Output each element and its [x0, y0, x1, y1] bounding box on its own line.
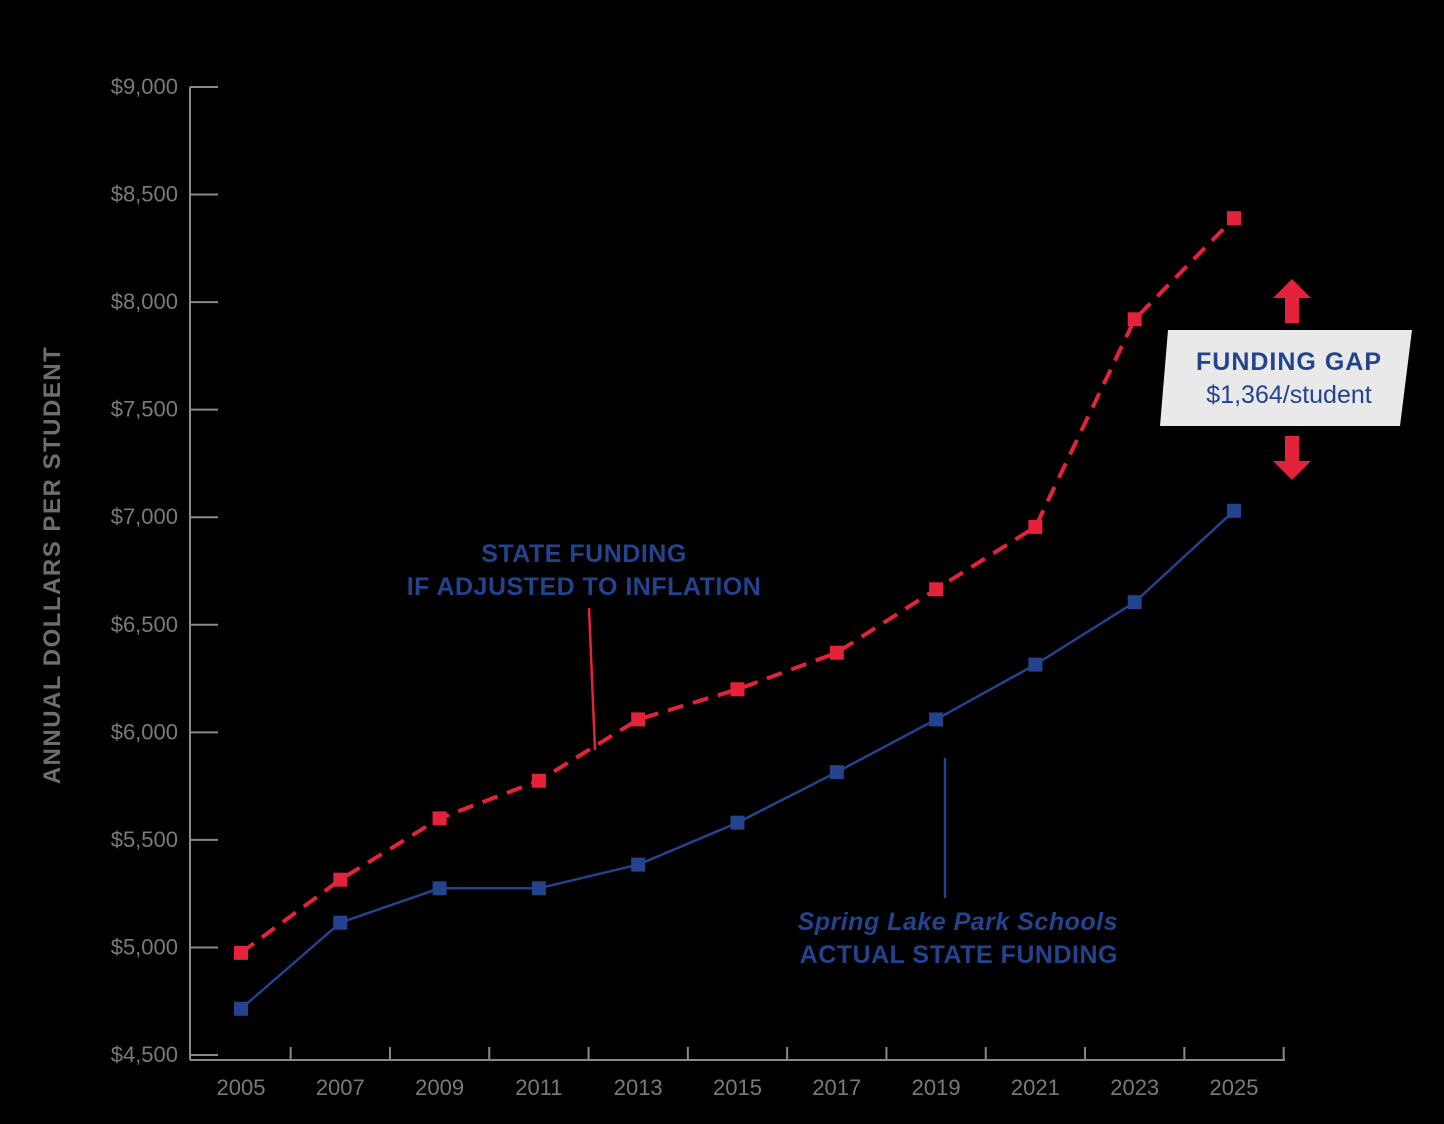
y-tick-label: $9,000 — [111, 74, 178, 99]
y-tick-label: $8,500 — [111, 182, 178, 207]
data-point-marker — [432, 881, 447, 896]
data-point-marker — [631, 857, 646, 872]
data-point-marker — [531, 773, 546, 788]
inflation-annotation-line1: STATE FUNDING — [481, 540, 687, 568]
y-tick-label: $6,500 — [111, 612, 178, 637]
x-tick-label: 2015 — [713, 1075, 762, 1100]
inflation-annotation-line2: IF ADJUSTED TO INFLATION — [407, 573, 762, 601]
x-tick-label: 2021 — [1011, 1075, 1060, 1100]
series-actual-funding — [234, 503, 1241, 1016]
x-tick-label: 2023 — [1110, 1075, 1159, 1100]
x-tick-label: 2011 — [515, 1075, 562, 1100]
data-point-marker — [1227, 503, 1241, 518]
x-tick-label: 2013 — [614, 1075, 663, 1100]
funding-gap-callout: FUNDING GAP $1,364/student — [1160, 279, 1412, 480]
x-axis-ticks: 2005 2007 2009 2011 2013 2015 2017 2019 2021 2023… — [217, 1047, 1285, 1100]
x-tick-label: 2009 — [415, 1075, 464, 1100]
actual-annotation-line1: Spring Lake Park Schools — [798, 908, 1118, 936]
data-point-marker — [531, 881, 546, 896]
data-point-marker — [1227, 211, 1241, 226]
x-tick-label: 2025 — [1210, 1075, 1259, 1100]
data-point-marker — [432, 811, 447, 826]
data-point-marker — [234, 945, 248, 960]
y-tick-label: $4,500 — [111, 1042, 178, 1067]
series-inflation-adjusted — [234, 211, 1241, 960]
x-tick-label: 2005 — [217, 1075, 266, 1100]
data-point-marker — [234, 1001, 248, 1016]
data-point-marker — [829, 645, 844, 660]
arrow-down-icon — [1273, 436, 1311, 480]
y-tick-label: $7,500 — [111, 397, 178, 422]
data-point-marker — [333, 872, 348, 887]
inflation-leader-line — [587, 607, 597, 751]
data-point-marker — [333, 915, 348, 930]
y-tick-label: $5,000 — [111, 934, 178, 959]
data-point-marker — [1028, 657, 1043, 672]
x-tick-label: 2019 — [912, 1075, 961, 1100]
data-point-marker — [829, 765, 844, 780]
actual-annotation-line2: ACTUAL STATE FUNDING — [800, 941, 1118, 969]
data-point-marker — [631, 712, 646, 727]
data-point-marker — [730, 815, 745, 830]
data-point-marker — [1127, 595, 1142, 610]
y-tick-label: $6,000 — [111, 719, 178, 744]
x-tick-label: 2007 — [316, 1075, 365, 1100]
y-axis-ticks: $4,500 $5,000 $5,500 $6,000 $6,500 $7,000 $7,5… — [111, 74, 218, 1067]
funding-gap-value: $1,364/student — [1206, 381, 1371, 409]
data-point-marker — [929, 582, 944, 597]
funding-gap-box — [1160, 330, 1412, 426]
y-tick-label: $5,500 — [111, 827, 178, 852]
data-point-marker — [929, 712, 944, 727]
arrow-up-icon — [1273, 279, 1311, 323]
data-point-marker — [730, 682, 745, 697]
data-point-marker — [1127, 312, 1142, 327]
y-tick-label: $8,000 — [111, 289, 178, 314]
y-axis-title: ANNUAL DOLLARS PER STUDENT — [39, 346, 66, 785]
funding-gap-title: FUNDING GAP — [1196, 348, 1382, 376]
data-point-marker — [1028, 519, 1043, 534]
y-tick-label: $7,000 — [111, 504, 178, 529]
x-tick-label: 2017 — [812, 1075, 861, 1100]
